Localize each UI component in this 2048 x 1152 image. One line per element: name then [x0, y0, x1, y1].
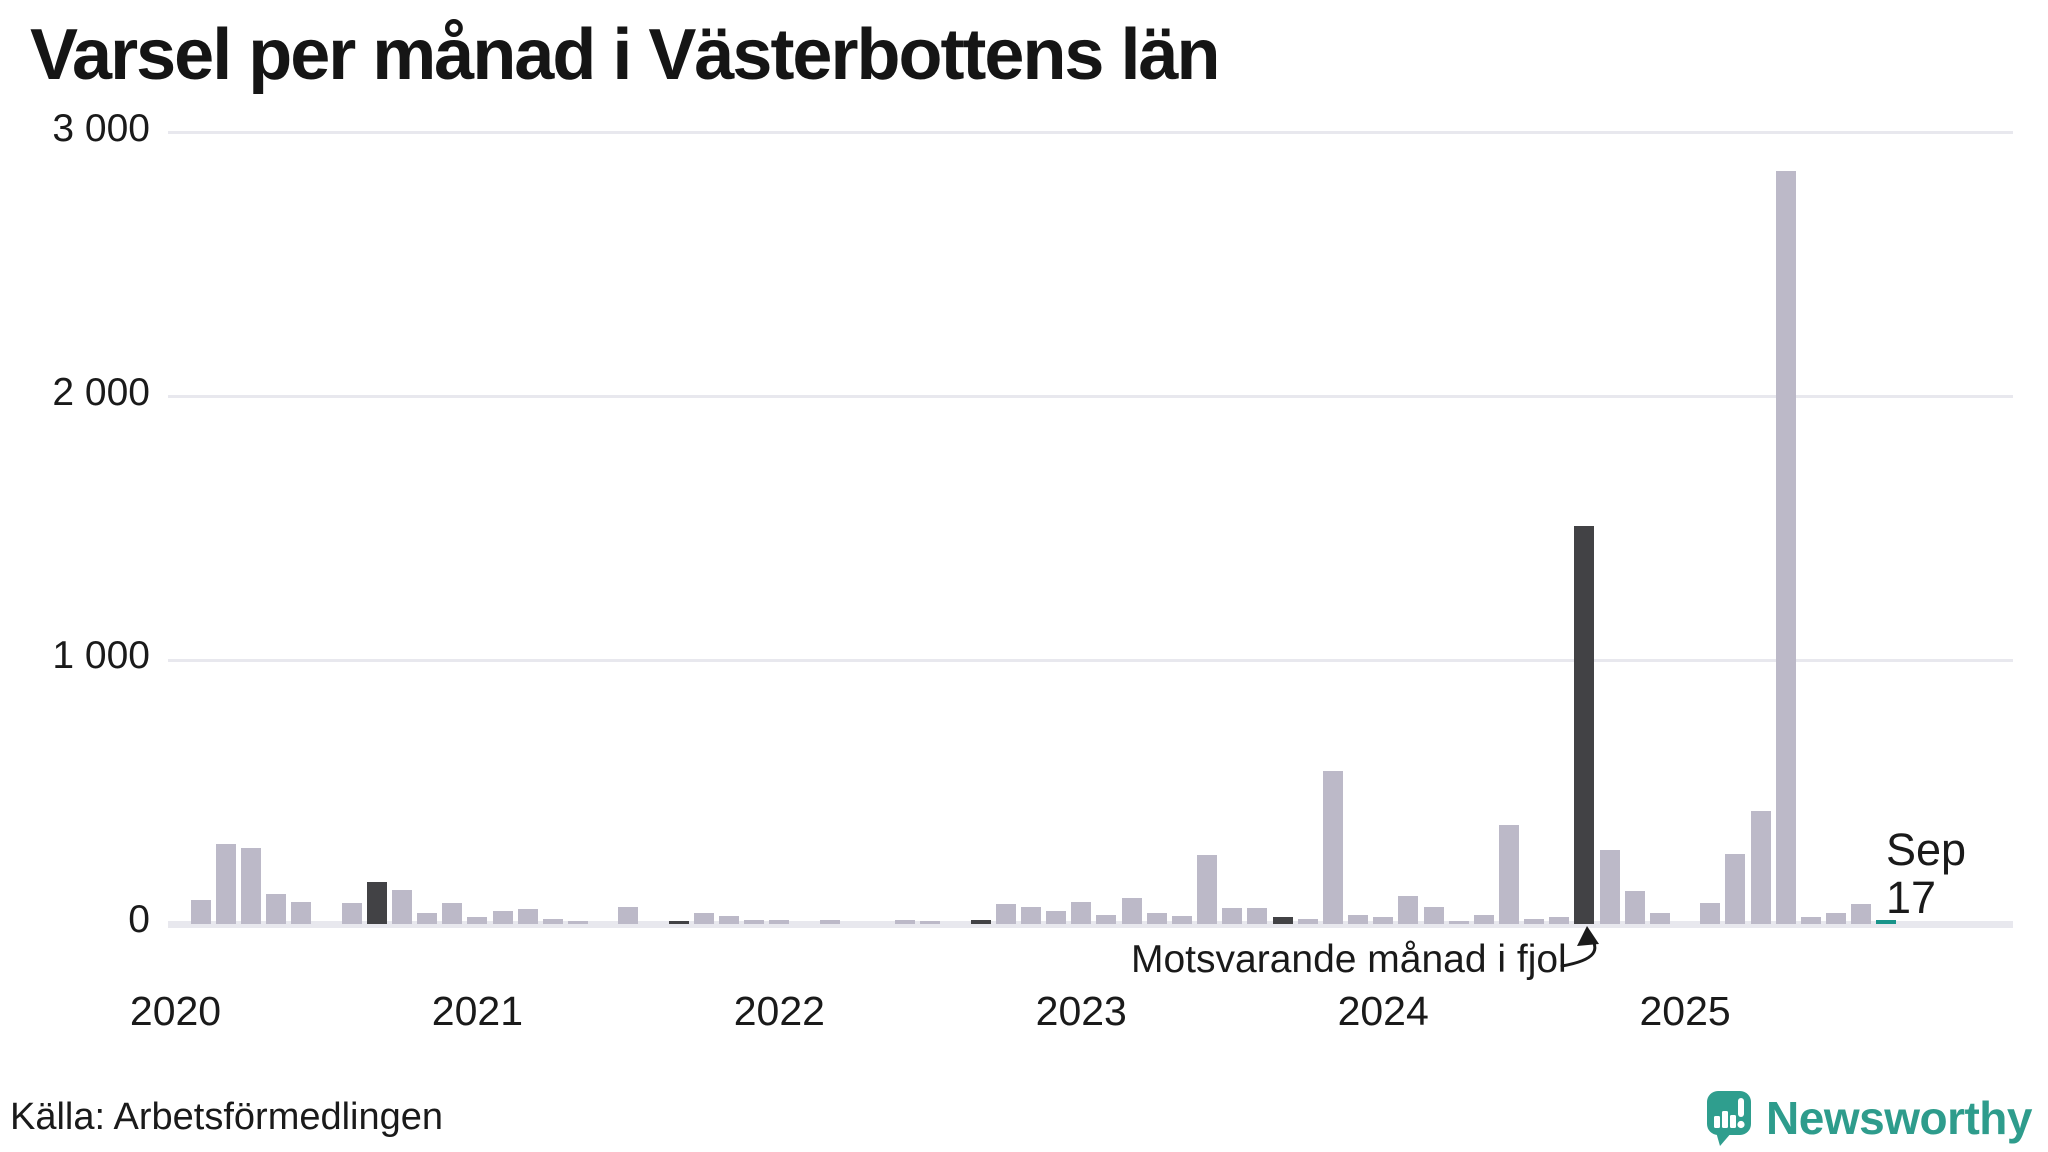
y-tick-label-0: 0: [128, 898, 150, 941]
current-month-value: 17: [1886, 871, 1937, 923]
bar-2021-04: [542, 918, 563, 924]
y-tick-label-3000: 3 000: [52, 106, 150, 150]
bar-2022-01: [769, 920, 790, 924]
bar-2024-09: [1574, 525, 1595, 924]
bar-2021-12: [744, 920, 765, 924]
bar-2020-06: [291, 901, 312, 924]
bar-2020-04: [240, 847, 261, 924]
bar-2022-11: [1020, 906, 1041, 924]
bar-2024-03: [1423, 906, 1444, 924]
bar-2022-12: [1046, 910, 1067, 924]
bar-2024-08: [1549, 917, 1570, 924]
bar-2020-11: [417, 913, 438, 924]
gridline-0: [168, 920, 2013, 928]
bar-2021-11: [719, 916, 740, 924]
page-title: Varsel per månad i Västerbottens län: [30, 15, 1220, 95]
bar-2021-07: [618, 906, 639, 924]
bar-2023-05: [1171, 916, 1192, 924]
bar-2022-10: [995, 904, 1016, 924]
bar-2025-03: [1725, 854, 1746, 924]
bar-2023-11: [1322, 771, 1343, 924]
bar-2025-08: [1851, 904, 1872, 924]
bar-2021-01: [467, 917, 488, 924]
x-tick-label-2022: 2022: [733, 988, 825, 1034]
bar-2023-04: [1146, 913, 1167, 924]
bar-2020-12: [442, 902, 463, 924]
y-tick-label-1000: 1 000: [52, 634, 150, 678]
current-month-name: Sep: [1886, 824, 1967, 875]
x-tick-label-2025: 2025: [1639, 988, 1731, 1034]
bar-2020-02: [190, 900, 211, 924]
bar-2024-10: [1599, 850, 1620, 924]
bar-2023-01: [1071, 901, 1092, 924]
bar-2025-06: [1800, 917, 1821, 924]
bar-2024-07: [1524, 918, 1545, 924]
bar-2024-11: [1624, 891, 1645, 924]
bar-2023-07: [1222, 908, 1243, 924]
bar-2020-08: [341, 902, 362, 924]
x-tick-label-2023: 2023: [1035, 988, 1127, 1034]
bar-2023-03: [1121, 897, 1142, 924]
bar-2024-04: [1448, 921, 1469, 924]
bar-2023-10: [1297, 918, 1318, 924]
bar-2025-04: [1750, 810, 1771, 924]
brand-logo: Newsworthy: [1706, 1090, 2032, 1146]
newsworthy-icon: [1707, 1091, 1752, 1146]
bar-2024-12: [1649, 913, 1670, 924]
bar-2023-09: [1272, 917, 1293, 924]
source-caption: Källa: Arbetsförmedlingen: [10, 1096, 444, 1138]
bar-2020-09: [366, 881, 387, 924]
gridline-2000: [168, 395, 2013, 399]
bar-2025-07: [1826, 913, 1847, 924]
bar-2023-12: [1348, 914, 1369, 924]
bar-2024-05: [1473, 914, 1494, 924]
bar-2021-03: [517, 909, 538, 924]
x-tick-label-2021: 2021: [431, 988, 524, 1034]
bar-2022-06: [895, 920, 916, 924]
bar-2025-02: [1700, 902, 1721, 924]
gridline-1000: [168, 658, 2013, 662]
bar-2023-08: [1247, 908, 1268, 924]
bar-2024-06: [1498, 825, 1519, 924]
gridline-3000: [168, 131, 2013, 135]
bar-2024-01: [1373, 917, 1394, 924]
x-tick-label-2020: 2020: [129, 988, 222, 1034]
bar-2020-03: [215, 843, 236, 924]
bar-2021-05: [568, 921, 589, 924]
bar-2020-05: [266, 893, 287, 924]
bar-2021-02: [492, 910, 513, 924]
bar-2025-09: [1876, 919, 1897, 924]
bar-2021-10: [693, 913, 714, 924]
bar-2024-02: [1398, 896, 1419, 924]
bar-2022-07: [920, 921, 941, 924]
bar-2022-03: [819, 920, 840, 924]
bar-2023-06: [1197, 855, 1218, 924]
bar-2023-02: [1096, 914, 1117, 924]
current-month-label: Sep 17: [1886, 826, 1966, 921]
bar-2021-09: [668, 921, 689, 924]
bar-2025-05: [1775, 171, 1796, 924]
annotation-label: Motsvarande månad i fjol: [1131, 938, 1567, 981]
bar-2022-09: [970, 920, 991, 924]
y-tick-label-2000: 2 000: [52, 370, 150, 414]
brand-name: Newsworthy: [1766, 1092, 2032, 1144]
x-tick-label-2024: 2024: [1337, 988, 1429, 1034]
bar-2020-10: [391, 889, 412, 924]
